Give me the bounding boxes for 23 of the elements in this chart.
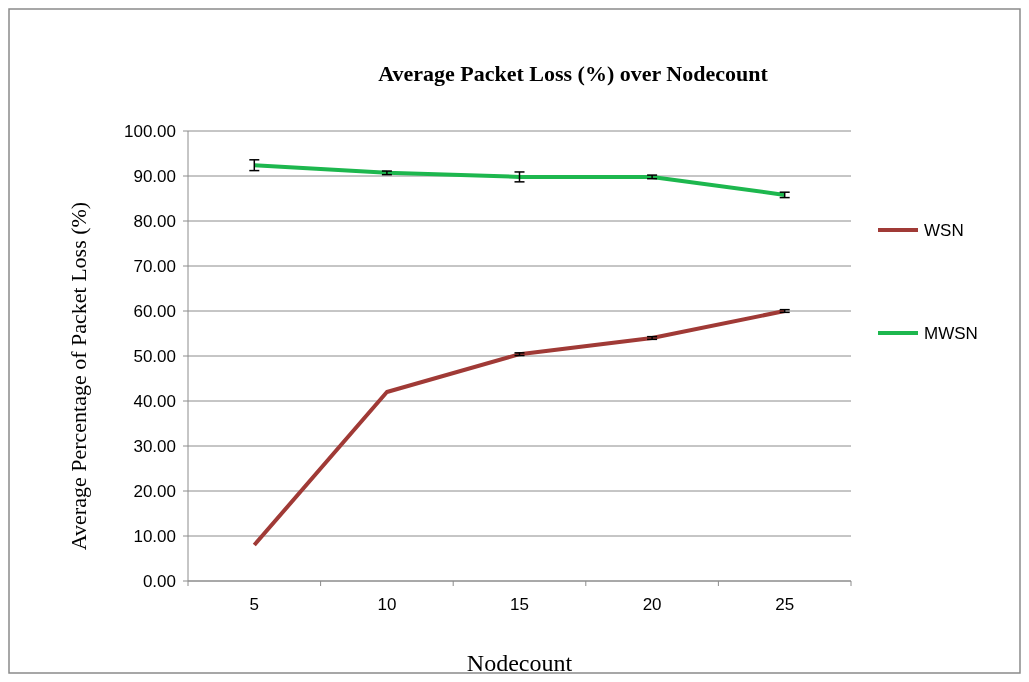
x-tick-label: 25 xyxy=(775,595,795,614)
y-tick-label: 70.00 xyxy=(133,256,176,276)
y-tick-label: 50.00 xyxy=(133,346,176,366)
y-axis-title: Average Percentage of Packet Loss (%) xyxy=(66,201,91,551)
x-tick-label: 20 xyxy=(642,595,662,614)
line-series xyxy=(252,163,787,197)
y-tick-label: 0.00 xyxy=(142,571,176,591)
y-tick-label: 80.00 xyxy=(133,211,176,231)
y-tick-label: 10.00 xyxy=(133,526,176,546)
x-tick-label: 10 xyxy=(377,595,397,614)
legend-label: WSN xyxy=(924,220,964,240)
chart-title: Average Packet Loss (%) over Nodecount xyxy=(378,61,769,86)
y-tick-label: 20.00 xyxy=(133,481,176,501)
line-series xyxy=(252,309,787,547)
y-tick-label: 90.00 xyxy=(133,166,176,186)
y-tick-label: 60.00 xyxy=(133,301,176,321)
x-tick-label: 5 xyxy=(249,595,260,614)
y-tick-label: 30.00 xyxy=(133,436,176,456)
y-tick-label: 40.00 xyxy=(133,391,176,411)
y-tick-label: 100.00 xyxy=(124,121,176,141)
x-tick-label: 15 xyxy=(510,595,529,614)
x-axis-title: Nodecount xyxy=(466,650,573,676)
legend-label: MWSN xyxy=(924,323,978,343)
